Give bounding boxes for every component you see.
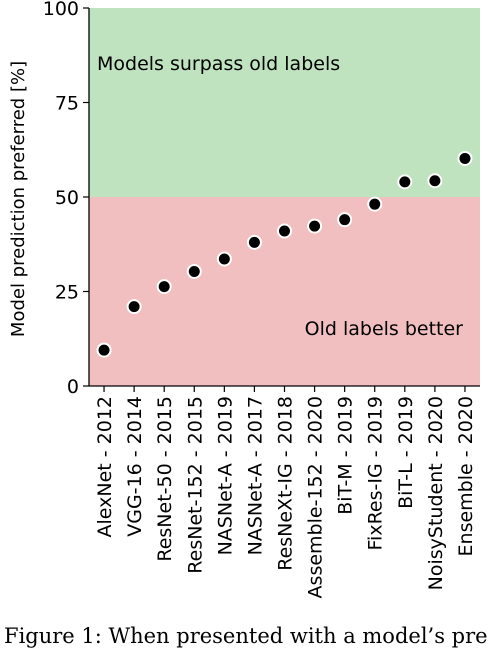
data-point <box>186 263 202 279</box>
axes: 0 25 50 75 100 AlexNet - 2012 VGG-16 - 2014 Res… <box>43 0 480 598</box>
x-tick-label: NASNet-A - 2017 <box>244 396 266 555</box>
region-upper-label: Models surpass old labels <box>97 53 340 75</box>
region-lower-label: Old labels better <box>305 318 464 340</box>
x-tick-label: ResNeXt-IG - 2018 <box>275 396 297 571</box>
region-upper <box>89 8 480 197</box>
data-point <box>216 251 232 267</box>
x-tick-label: NASNet-A - 2019 <box>214 396 236 555</box>
data-point <box>246 234 262 250</box>
data-point <box>397 174 413 190</box>
data-point <box>307 218 323 234</box>
x-tick-label: BiT-L - 2019 <box>395 396 417 509</box>
y-tick-label: 0 <box>67 376 79 398</box>
figure-caption: Figure 1: When presented with a model’s … <box>4 624 488 648</box>
x-tick-label: Assemble-152 - 2020 <box>305 396 327 598</box>
data-point <box>427 173 443 189</box>
y-tick-label: 50 <box>55 187 79 209</box>
data-point <box>337 212 353 228</box>
x-tick-label: NoisyStudent - 2020 <box>425 396 447 590</box>
x-tick-label: ResNet-50 - 2015 <box>154 396 176 562</box>
x-tick-label: Ensemble - 2020 <box>455 396 477 556</box>
data-point <box>96 342 112 358</box>
data-point <box>277 223 292 239</box>
x-tick-label: ResNet-152 - 2015 <box>184 396 206 574</box>
x-tick-label: BiT-M - 2019 <box>335 396 357 515</box>
y-tick-label: 75 <box>55 93 79 115</box>
x-tick-label: AlexNet - 2012 <box>94 396 116 538</box>
data-point <box>156 279 172 295</box>
y-tick-label: 25 <box>55 282 79 304</box>
y-axis-label: Model prediction preferred [%] <box>8 61 29 337</box>
x-tick-label: VGG-16 - 2014 <box>124 396 146 537</box>
x-tick-label: FixRes-IG - 2019 <box>365 396 387 550</box>
y-tick-label: 100 <box>43 0 79 20</box>
data-point <box>457 150 473 166</box>
data-point <box>126 299 142 315</box>
data-points <box>96 150 473 358</box>
data-point <box>367 196 383 212</box>
